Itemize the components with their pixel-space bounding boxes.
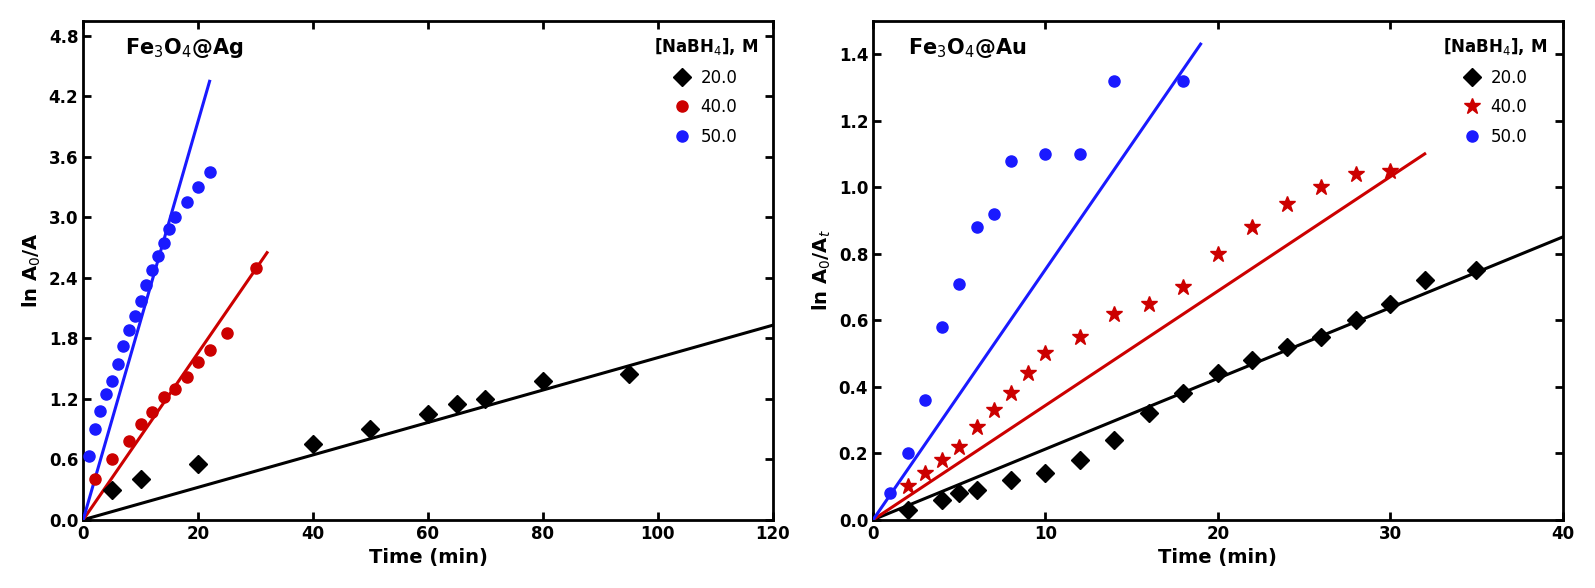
Legend: 20.0, 40.0, 50.0: 20.0, 40.0, 50.0 — [1437, 29, 1554, 152]
Text: Fe$_3$O$_4$@Ag: Fe$_3$O$_4$@Ag — [124, 36, 242, 60]
X-axis label: Time (min): Time (min) — [368, 548, 488, 567]
Y-axis label: ln A$_0$/A: ln A$_0$/A — [21, 232, 43, 308]
Y-axis label: ln A$_0$/A$_t$: ln A$_0$/A$_t$ — [810, 229, 833, 311]
Text: Fe$_3$O$_4$@Au: Fe$_3$O$_4$@Au — [908, 36, 1026, 60]
Legend: 20.0, 40.0, 50.0: 20.0, 40.0, 50.0 — [648, 29, 764, 152]
X-axis label: Time (min): Time (min) — [1158, 548, 1278, 567]
